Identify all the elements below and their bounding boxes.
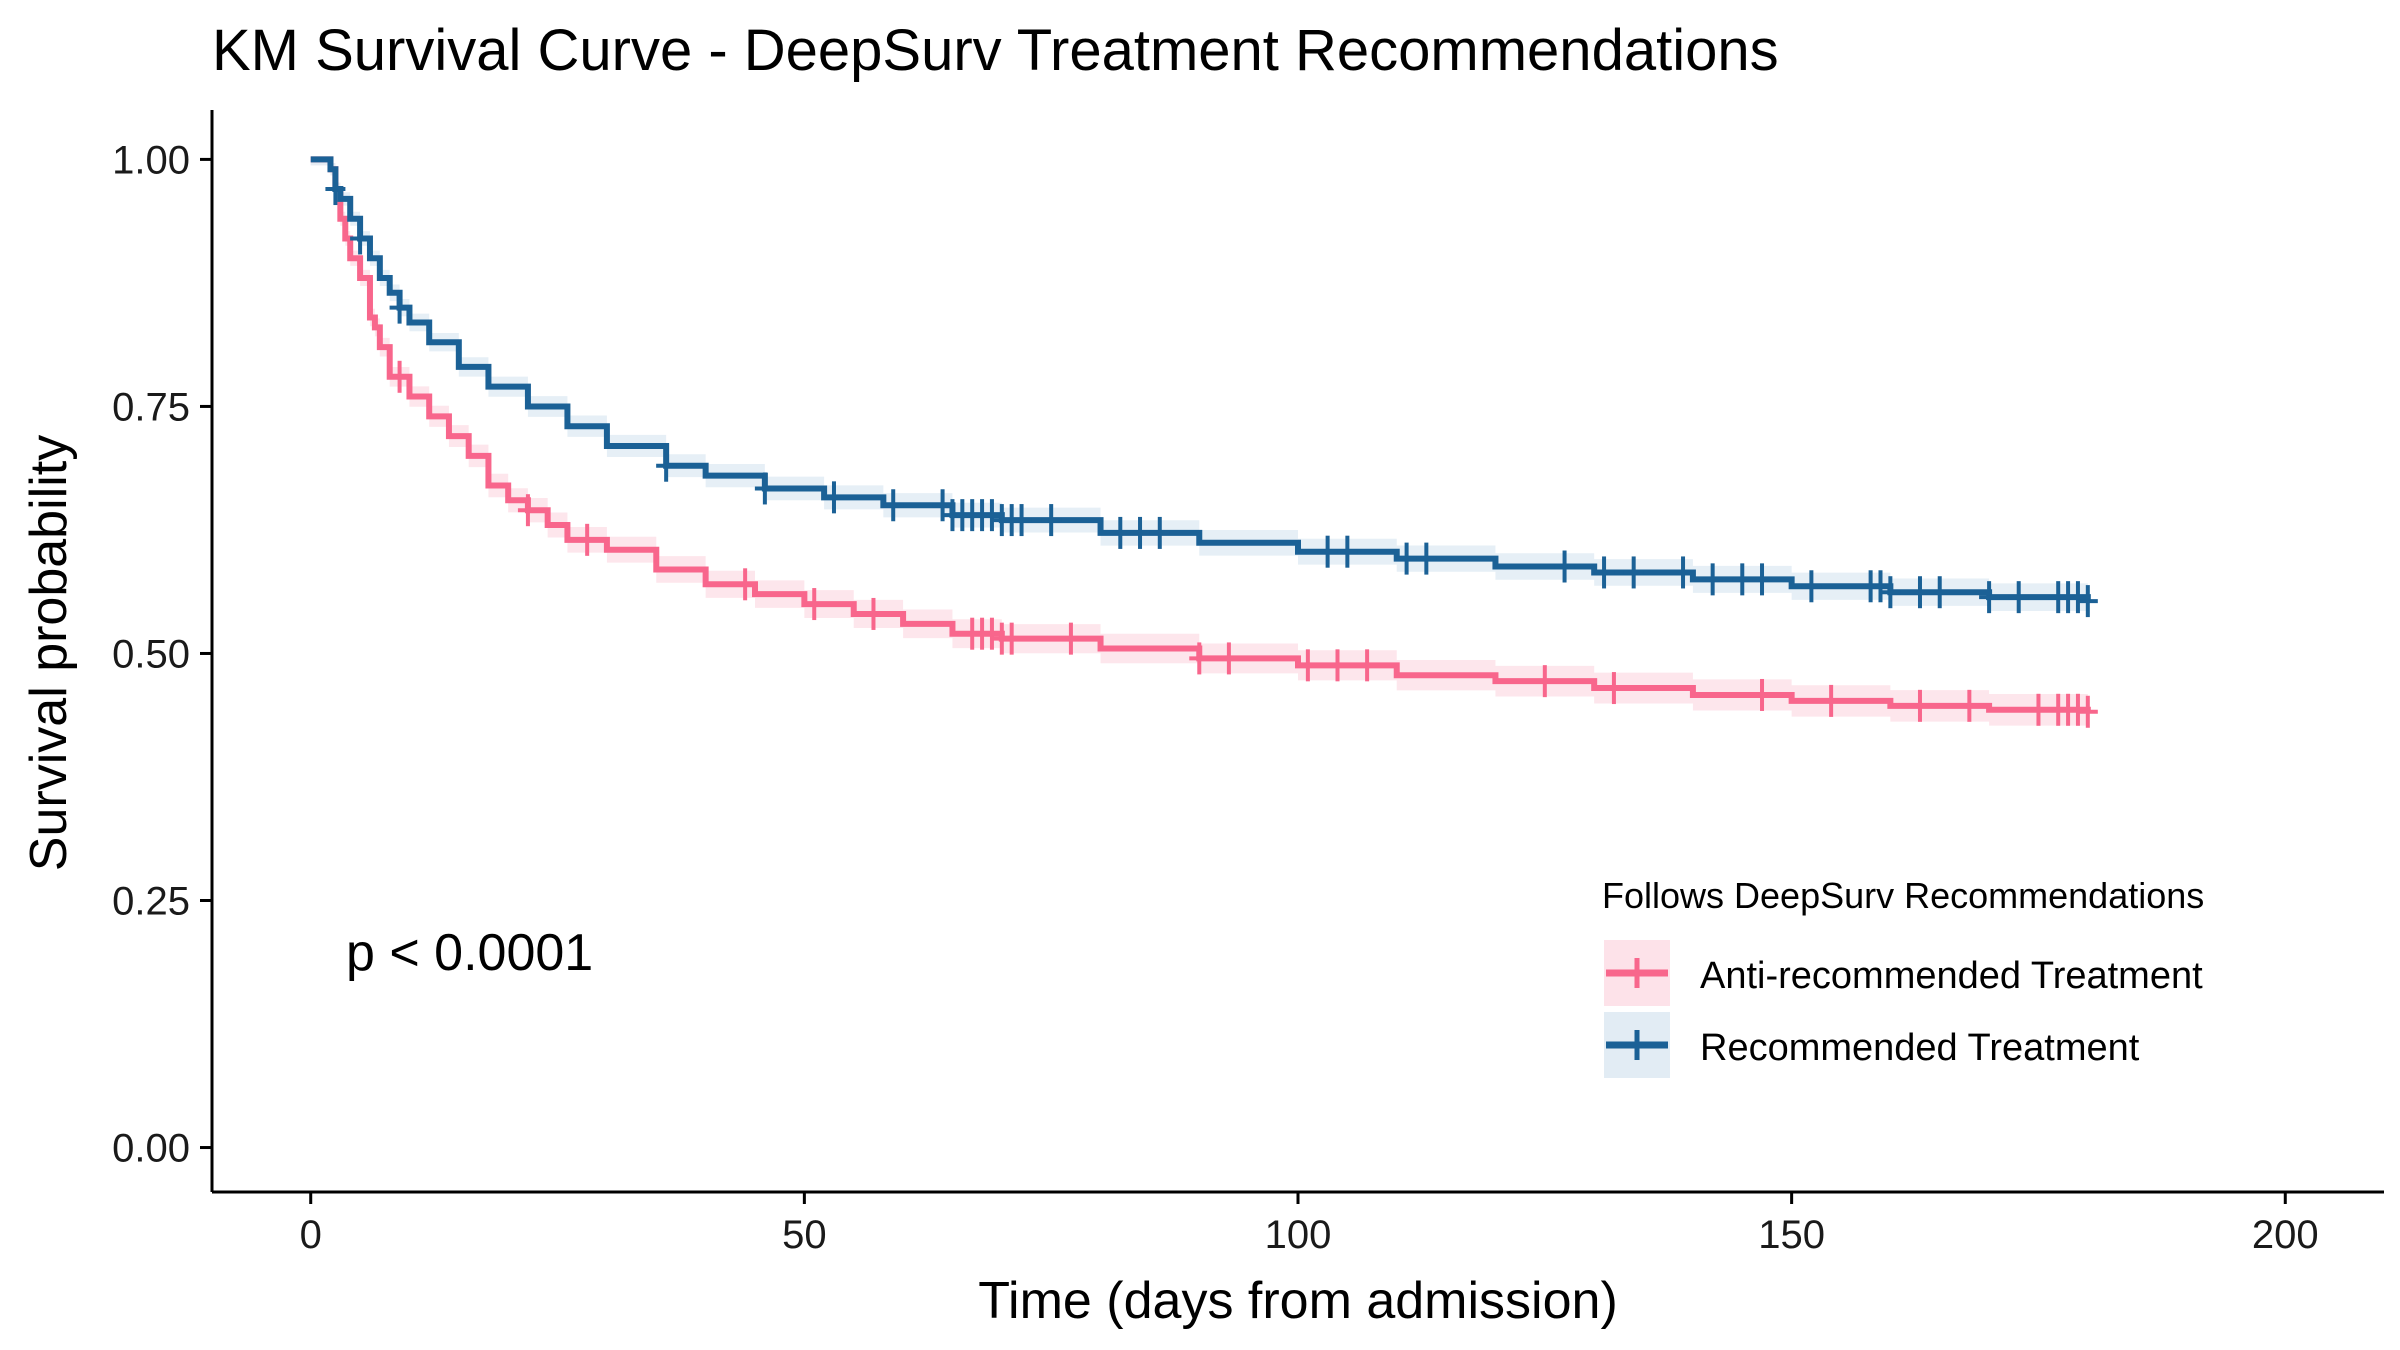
y-axis-ticks: 0.00 0.25 0.50 0.75 1.00 xyxy=(112,138,212,1171)
y-tick-label: 0.75 xyxy=(112,385,190,429)
y-tick-label: 1.00 xyxy=(112,138,190,182)
ci-band-recommended xyxy=(310,159,2088,615)
chart-title: KM Survival Curve - DeepSurv Treatment R… xyxy=(212,18,1779,83)
plot-area xyxy=(310,156,2098,728)
y-tick-label: 0.00 xyxy=(112,1127,190,1171)
x-tick-label: 200 xyxy=(2252,1213,2319,1257)
x-tick-label: 50 xyxy=(782,1213,827,1257)
x-axis-title: Time (days from admission) xyxy=(978,1272,1618,1330)
x-tick-label: 0 xyxy=(300,1213,322,1257)
survival-curve-anti-recommended xyxy=(310,156,2091,713)
x-tick-label: 100 xyxy=(1265,1213,1332,1257)
legend-label-recommended: Recommended Treatment xyxy=(1700,1027,2140,1069)
y-tick-label: 0.50 xyxy=(112,632,190,676)
x-tick-label: 150 xyxy=(1758,1213,1825,1257)
p-value-annotation: p < 0.0001 xyxy=(346,924,593,982)
legend-title: Follows DeepSurv Recommendations xyxy=(1602,875,2204,916)
legend-label-anti-recommended: Anti-recommended Treatment xyxy=(1700,955,2203,997)
y-tick-label: 0.25 xyxy=(112,880,190,924)
x-axis-ticks: 0 50 100 150 200 xyxy=(300,1192,2319,1257)
ci-band-anti-recommended xyxy=(310,159,2088,728)
legend: Follows DeepSurv Recommendations Anti-re… xyxy=(1602,875,2204,1078)
y-axis-title: Survival probability xyxy=(20,435,78,871)
